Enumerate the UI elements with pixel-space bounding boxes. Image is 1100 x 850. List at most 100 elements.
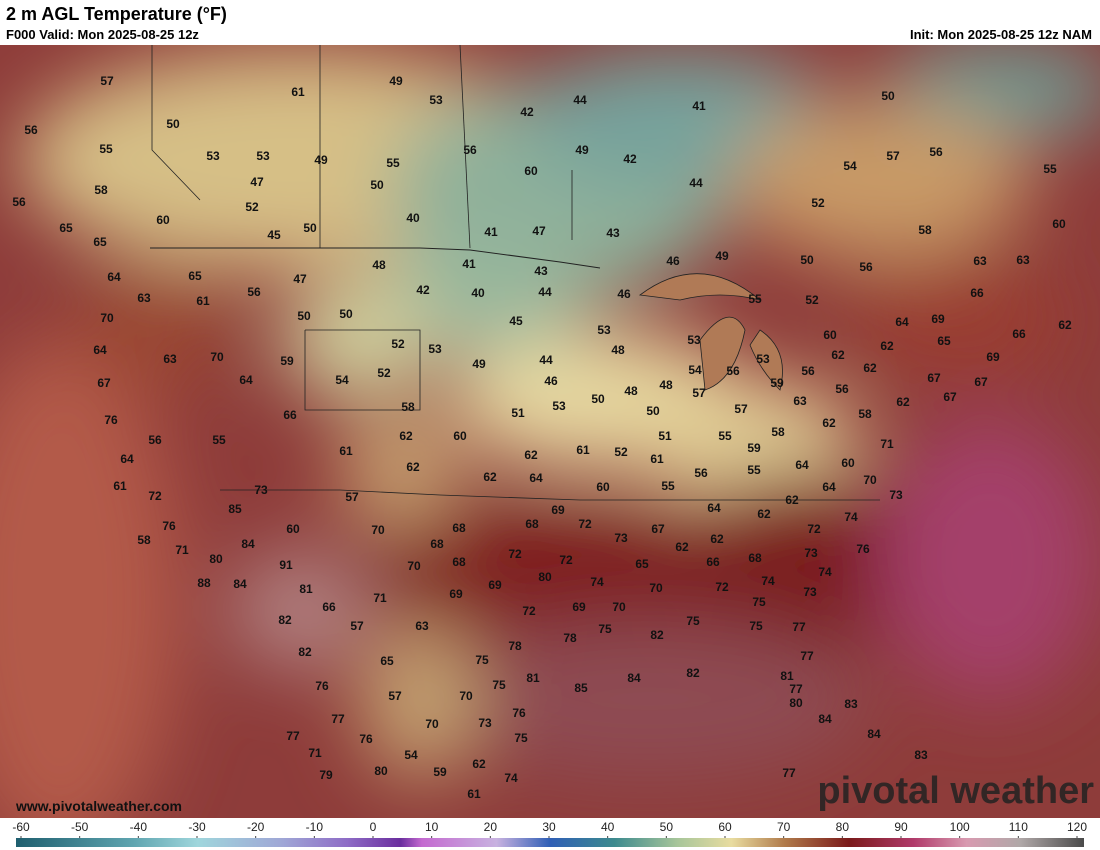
station-temp: 40	[471, 286, 485, 300]
station-temp: 83	[914, 748, 928, 762]
station-temp: 68	[452, 555, 466, 569]
station-temp: 80	[374, 764, 388, 778]
station-temp: 44	[573, 93, 587, 107]
station-temp: 53	[552, 399, 566, 413]
station-temp: 70	[371, 523, 385, 537]
station-temp: 62	[863, 361, 877, 375]
station-temp: 71	[373, 591, 387, 605]
station-temp: 69	[551, 503, 565, 517]
station-temp: 65	[188, 269, 202, 283]
colorbar	[16, 838, 1084, 847]
station-temp: 50	[370, 178, 384, 192]
station-temp: 70	[649, 581, 663, 595]
station-temp: 62	[831, 348, 845, 362]
colorbar-ticks: -60 -50 -40 -30 -20 -10 0 10 20 30 40 50 60 70 80 90 100…	[12, 820, 1087, 838]
station-temp: 77	[792, 620, 806, 634]
station-temp: 57	[692, 386, 706, 400]
station-temp: 53	[597, 323, 611, 337]
station-temp: 61	[196, 294, 210, 308]
station-temp: 70	[863, 473, 877, 487]
station-temp: 84	[627, 671, 641, 685]
station-temp: 64	[120, 452, 134, 466]
station-temp: 79	[319, 768, 333, 782]
station-temp: 60	[453, 429, 467, 443]
valid-time: F000 Valid: Mon 2025-08-25 12z	[6, 27, 199, 42]
station-temp: 72	[578, 517, 592, 531]
station-temp: 66	[283, 408, 297, 422]
station-temp: 68	[748, 551, 762, 565]
colorbar-tick-label: 110	[1009, 820, 1028, 834]
station-temp: 81	[780, 669, 794, 683]
station-temp: 84	[818, 712, 832, 726]
station-temp: 70	[407, 559, 421, 573]
station-temp: 67	[927, 371, 941, 385]
station-temp: 72	[715, 580, 729, 594]
station-temp: 76	[512, 706, 526, 720]
station-temp: 57	[734, 402, 748, 416]
station-temp: 57	[886, 149, 900, 163]
station-temp: 55	[718, 429, 732, 443]
station-labels: 57 49 61 53 44 41 42 50 50 56 55 53 53 49 55 56 49 42 57 56…	[12, 74, 1072, 801]
station-temp: 72	[508, 547, 522, 561]
station-temp: 53	[687, 333, 701, 347]
colorbar-tick-label: 10	[425, 820, 439, 834]
station-temp: 60	[524, 164, 538, 178]
colorbar-tick-label: -50	[71, 820, 89, 834]
station-temp: 67	[943, 390, 957, 404]
station-temp: 58	[94, 183, 108, 197]
station-temp: 45	[267, 228, 281, 242]
station-temp: 81	[299, 582, 313, 596]
colorbar-tick-label: 120	[1067, 820, 1087, 834]
station-temp: 42	[623, 152, 637, 166]
station-temp: 55	[661, 479, 675, 493]
station-temp: 54	[843, 159, 857, 173]
station-temp: 49	[472, 357, 486, 371]
station-temp: 56	[835, 382, 849, 396]
station-temp: 48	[372, 258, 386, 272]
station-temp: 73	[478, 716, 492, 730]
station-temp: 53	[429, 93, 443, 107]
station-temp: 58	[918, 223, 932, 237]
colorbar-tick-label: 80	[836, 820, 850, 834]
station-temp: 65	[937, 334, 951, 348]
station-temp: 60	[156, 213, 170, 227]
station-temp: 66	[1012, 327, 1026, 341]
station-temp: 56	[694, 466, 708, 480]
station-temp: 75	[686, 614, 700, 628]
station-temp: 74	[590, 575, 604, 589]
station-temp: 62	[483, 470, 497, 484]
station-temp: 58	[137, 533, 151, 547]
station-temp: 48	[611, 343, 625, 357]
station-temp: 59	[770, 376, 784, 390]
colorbar-tick-label: -40	[130, 820, 148, 834]
station-temp: 64	[529, 471, 543, 485]
station-temp: 72	[807, 522, 821, 536]
watermark-brand: pivotal weather	[817, 770, 1094, 812]
station-temp: 70	[425, 717, 439, 731]
station-temp: 62	[880, 339, 894, 353]
station-temp: 49	[715, 249, 729, 263]
station-temp: 53	[756, 352, 770, 366]
station-temp: 62	[1058, 318, 1072, 332]
station-temp: 77	[782, 766, 796, 780]
station-temp: 50	[303, 221, 317, 235]
station-temp: 60	[596, 480, 610, 494]
station-temp: 44	[689, 176, 703, 190]
station-temp: 40	[406, 211, 420, 225]
station-temp: 54	[404, 748, 418, 762]
station-temp: 41	[462, 257, 476, 271]
colorbar-tick-label: 100	[950, 820, 970, 834]
station-temp: 72	[559, 553, 573, 567]
station-temp: 52	[245, 200, 259, 214]
colorbar-tick-label: 90	[894, 820, 908, 834]
station-temp: 60	[1052, 217, 1066, 231]
station-temp: 51	[658, 429, 672, 443]
station-temp: 66	[322, 600, 336, 614]
station-temp: 46	[666, 254, 680, 268]
station-temp: 52	[614, 445, 628, 459]
station-temp: 47	[293, 272, 307, 286]
station-temp: 56	[726, 364, 740, 378]
colorbar-tick-label: 40	[601, 820, 615, 834]
station-temp: 77	[286, 729, 300, 743]
station-temp: 46	[617, 287, 631, 301]
